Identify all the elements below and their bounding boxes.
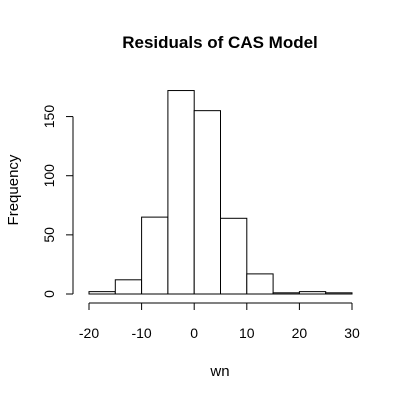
y-axis-label: Frequency	[5, 154, 22, 225]
histogram-bar	[220, 217, 248, 295]
histogram-bar	[298, 291, 327, 295]
x-tick-label: 30	[344, 325, 360, 341]
chart-title: Residuals of CAS Model	[122, 33, 318, 52]
y-axis: 0 50 100 150	[41, 105, 74, 298]
x-tick-label: 20	[292, 325, 308, 341]
histogram-bar	[141, 216, 169, 295]
histogram-bar	[246, 273, 274, 295]
x-tick-label: -20	[79, 325, 99, 341]
x-tick-label: 10	[239, 325, 255, 341]
y-tick-label: 50	[41, 227, 57, 243]
bars-group	[88, 90, 353, 295]
histogram-bar	[272, 292, 300, 295]
x-axis: -20 -10 0 10 20 30	[79, 302, 360, 341]
x-tick-label: -10	[131, 325, 151, 341]
x-tick-label: 0	[190, 325, 198, 341]
histogram-bar	[114, 279, 143, 295]
histogram-bar	[325, 292, 353, 295]
x-axis-label: wn	[209, 363, 229, 380]
histogram-bar	[167, 90, 195, 295]
y-tick-label: 100	[41, 164, 57, 188]
y-tick-label: 0	[41, 290, 57, 298]
histogram-bar	[88, 291, 116, 295]
y-tick-label: 150	[41, 105, 57, 129]
histogram-bar	[193, 110, 221, 295]
